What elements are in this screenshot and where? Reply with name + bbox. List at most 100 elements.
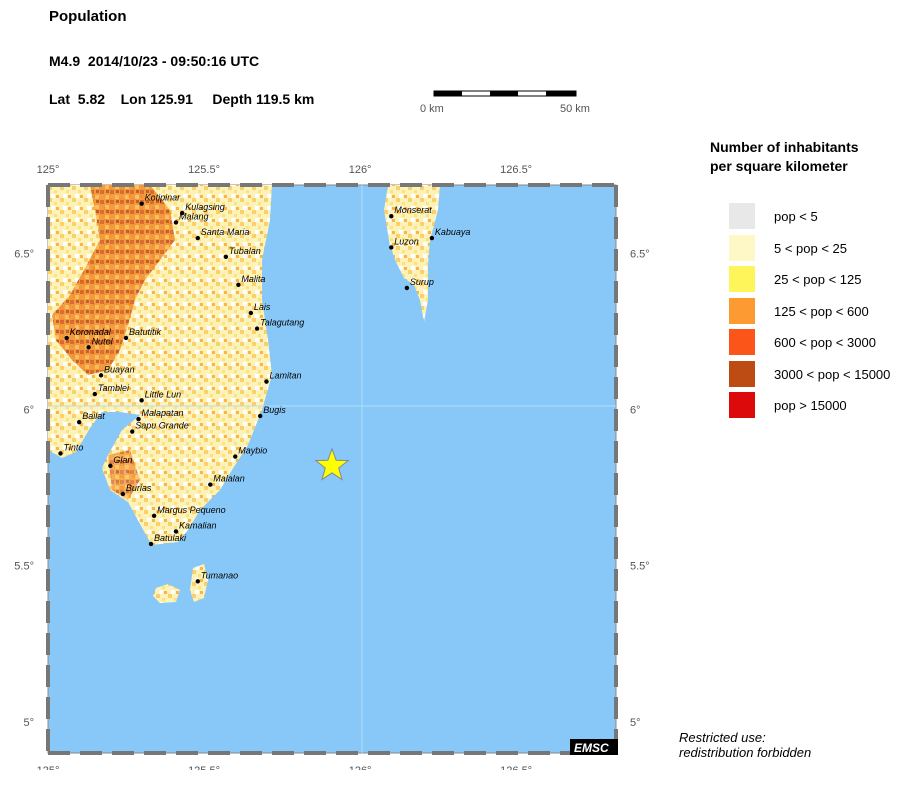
axis-tick-label: 5° (23, 717, 34, 729)
place-marker (264, 379, 269, 384)
place-marker (98, 373, 104, 378)
place-label: Margus Pequeno (157, 505, 226, 515)
epicenter-star-icon (314, 447, 350, 481)
place-label: Glan (113, 455, 132, 465)
legend-swatch (729, 266, 755, 292)
place-label: Bailat (82, 411, 105, 421)
place-marker (389, 214, 394, 219)
place-label: Kulagsing (185, 202, 225, 212)
place-marker (429, 235, 435, 241)
axis-tick-label: 5.5° (14, 561, 34, 573)
place-marker (64, 335, 69, 341)
watermark-box (570, 739, 618, 755)
place-label: Kotipinar (145, 193, 182, 203)
place-label: Malapatan (142, 408, 184, 418)
place-label: Maybio (238, 446, 267, 456)
place-label: Santa Maria (201, 227, 250, 237)
event-coordinates: Lat 5.82 Lon 125.91 Depth 119.5 km (49, 91, 315, 107)
place-marker (173, 529, 179, 534)
legend-title: Number of inhabitants per square kilomet… (710, 138, 859, 176)
graticule (48, 185, 616, 753)
place-label: Batutitik (129, 327, 162, 337)
place-marker (139, 398, 144, 403)
axis-tick-label: 6.5° (14, 249, 34, 261)
place-label: Tinto (63, 442, 83, 452)
legend-item: pop > 15000 (729, 392, 906, 418)
axis-tick-label: 6.5° (630, 249, 650, 261)
place-marker (233, 454, 238, 459)
restricted-note: Restricted use: redistribution forbidden (679, 730, 811, 760)
legend-label: 25 < pop < 125 (774, 272, 862, 287)
place-label: Malalan (213, 474, 245, 484)
legend-item: 125 < pop < 600 (729, 297, 906, 324)
place-marker (148, 541, 154, 547)
legend-item: 600 < pop < 3000 (729, 329, 906, 355)
place-label: Lamitan (269, 371, 301, 381)
dense-zone-north (52, 185, 175, 375)
legend-label: 600 < pop < 3000 (774, 335, 876, 350)
place-marker (139, 201, 144, 206)
axis-labels: 125° 125° 125.5° 125.5° 126° 126° 126.5° 126.5°… (14, 164, 649, 770)
place-label: Little Lun (145, 389, 182, 399)
axis-tick-label: 125.5° (188, 765, 220, 770)
place-label: Nutol (92, 336, 114, 346)
place-label: Koronadal (70, 327, 112, 337)
place-marker (404, 285, 410, 291)
legend-item: pop < 5 (729, 203, 906, 229)
scale-end-label: 50 km (560, 103, 590, 115)
place-marker (223, 254, 229, 259)
place-marker (86, 345, 91, 350)
place-marker (130, 429, 135, 434)
place-label: Batulaki (154, 533, 187, 543)
place-marker (136, 416, 141, 422)
legend-swatch (729, 360, 755, 387)
legend-swatch (729, 203, 755, 229)
legend-item: 25 < pop < 125 (729, 266, 906, 292)
place-label: Kamalian (179, 520, 217, 530)
place-label: Malita (241, 274, 265, 284)
legend-label: pop < 5 (774, 209, 818, 224)
place-marker (123, 335, 129, 341)
scale-start-label: 0 km (420, 103, 444, 115)
place-label: Tubalan (229, 246, 261, 256)
place-marker (258, 413, 263, 419)
place-marker (173, 220, 179, 225)
legend-item: 5 < pop < 25 (729, 234, 906, 261)
axis-tick-label: 6° (23, 405, 34, 417)
axis-tick-label: 126° (349, 765, 372, 770)
event-summary: M4.9 2014/10/23 - 09:50:16 UTC (49, 53, 260, 69)
scale-bar: 0 km 50 km (420, 90, 590, 115)
place-marker (179, 210, 185, 216)
legend-label: pop > 15000 (774, 398, 847, 413)
place-marker (58, 451, 63, 456)
place-label: Bugis (263, 405, 286, 415)
place-label: Malang (179, 211, 209, 221)
land-island-east (384, 185, 440, 322)
legend-label: 3000 < pop < 15000 (774, 366, 891, 382)
place-marker (151, 513, 157, 519)
legend-item: 3000 < pop < 15000 (729, 360, 906, 387)
place-label: Tumanao (201, 570, 238, 580)
axis-tick-label: 126.5° (500, 164, 532, 176)
place-label: Surup (410, 277, 434, 287)
place-label: Kabuaya (435, 227, 471, 237)
place-marker (236, 282, 241, 288)
dense-zone-south (108, 450, 140, 500)
place-label: Talagutang (260, 318, 304, 328)
place-label: Luzon (394, 236, 419, 246)
place-marker (77, 419, 82, 425)
place-marker (248, 310, 254, 316)
axis-tick-label: 125.5° (188, 164, 220, 176)
legend-swatch (729, 297, 755, 324)
legend-label: 5 < pop < 25 (774, 240, 848, 256)
place-marker (195, 579, 201, 584)
map-title: Population (49, 8, 127, 25)
legend-swatch (729, 329, 755, 355)
restricted-line1: Restricted use: (679, 730, 766, 745)
watermark: EMSC (574, 741, 609, 755)
legend-swatch (729, 392, 755, 418)
axis-tick-label: 126° (349, 164, 372, 176)
land-island-small-a (153, 584, 180, 603)
place-label: Monserat (394, 205, 432, 215)
